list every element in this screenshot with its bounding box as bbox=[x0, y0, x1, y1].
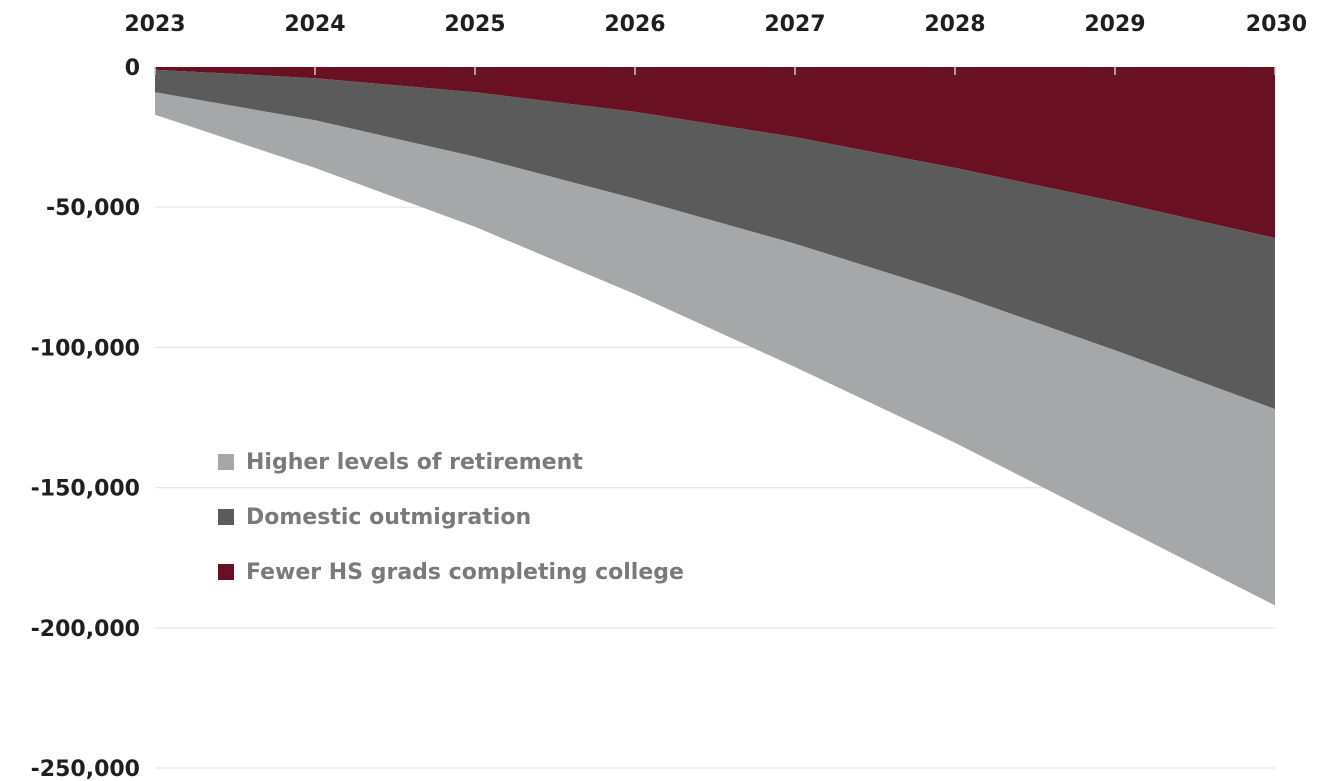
y-tick-label-1: -50,000 bbox=[46, 196, 140, 221]
legend-label-higher-levels-of-retirement: Higher levels of retirement bbox=[246, 450, 583, 475]
x-tick-label-2023: 2023 bbox=[124, 12, 185, 37]
legend-label-domestic-outmigration: Domestic outmigration bbox=[246, 505, 531, 530]
area-domestic-outmigration bbox=[155, 69, 1275, 410]
area-higher-levels-of-retirement bbox=[155, 92, 1275, 606]
x-axis: 2023 2024 2025 2026 2027 2028 2029 2030 bbox=[124, 12, 1307, 75]
x-tick-label-2024: 2024 bbox=[284, 12, 345, 37]
x-tick-label-2028: 2028 bbox=[924, 12, 985, 37]
y-axis: 0 -50,000 -100,000 -150,000 -200,000 -250,000 bbox=[31, 56, 140, 781]
y-tick-label-3: -150,000 bbox=[31, 477, 140, 502]
area-fewer-hs-grads-completing-college bbox=[155, 67, 1275, 238]
legend-label-fewer-hs-grads-completing-college: Fewer HS grads completing college bbox=[246, 560, 684, 585]
x-tick-label-2025: 2025 bbox=[444, 12, 505, 37]
legend-swatch-fewer-hs-grads-completing-college bbox=[218, 564, 234, 580]
y-tick-label-4: -200,000 bbox=[31, 617, 140, 642]
legend: Higher levels of retirement Domestic outm… bbox=[218, 450, 684, 585]
y-tick-label-2: -100,000 bbox=[31, 336, 140, 361]
legend-swatch-domestic-outmigration bbox=[218, 509, 234, 525]
y-tick-label-0: 0 bbox=[125, 56, 140, 81]
legend-swatch-higher-levels-of-retirement bbox=[218, 454, 234, 470]
x-tick-label-2029: 2029 bbox=[1084, 12, 1145, 37]
y-tick-label-5: -250,000 bbox=[31, 757, 140, 781]
x-tick-label-2030: 2030 bbox=[1246, 12, 1307, 37]
x-tick-label-2026: 2026 bbox=[604, 12, 665, 37]
x-tick-label-2027: 2027 bbox=[764, 12, 825, 37]
plot-areas bbox=[155, 67, 1275, 606]
